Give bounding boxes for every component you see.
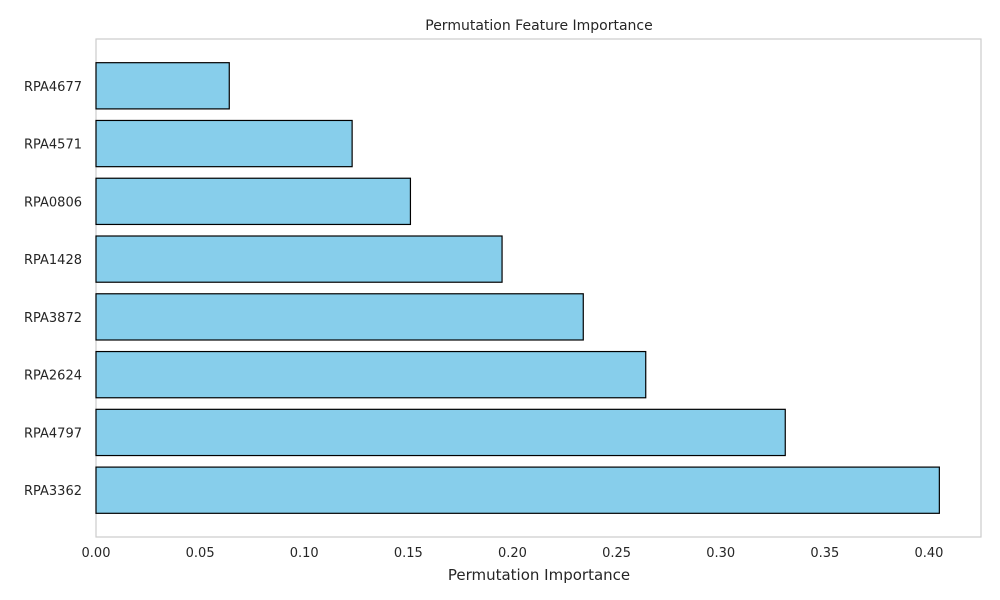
chart-title: Permutation Feature Importance [425, 18, 653, 34]
y-tick-label: RPA3362 [24, 484, 82, 499]
axes-frame [95, 38, 982, 538]
x-tick-label: 0.20 [498, 546, 527, 561]
y-tick-label: RPA0806 [24, 195, 82, 210]
bar-rpa4797 [95, 408, 786, 457]
y-tick-label: RPA4797 [24, 426, 82, 441]
bar-rpa0806 [95, 177, 412, 226]
x-tick-label: 0.40 [914, 546, 943, 561]
x-tick-label: 0.00 [82, 546, 111, 561]
bar-rpa1428 [95, 235, 503, 283]
bar-rpa4677 [95, 62, 230, 110]
bar-rpa4571 [95, 119, 353, 168]
y-tick-label: RPA2624 [24, 369, 82, 384]
bar-rpa3362 [95, 466, 940, 514]
x-tick-label: 0.30 [706, 546, 735, 561]
x-tick-label: 0.05 [186, 546, 215, 561]
x-tick-label: 0.15 [394, 546, 423, 561]
x-axis-label: Permutation Importance [448, 566, 630, 584]
bar-rpa3872 [95, 293, 584, 341]
y-tick-label: RPA3872 [24, 311, 82, 326]
x-tick-label: 0.10 [290, 546, 319, 561]
y-tick-labels: RPA4677 RPA4571 RPA0806 RPA1428 RPA3872 RPA26… [24, 80, 82, 499]
y-tick-label: RPA1428 [24, 253, 82, 268]
x-tick-label: 0.25 [602, 546, 631, 561]
bar-rpa2624 [95, 350, 647, 399]
x-tick-labels: 0.00 0.05 0.10 0.15 0.20 0.25 0.30 0.35 0.40 [82, 546, 944, 561]
x-tick-label: 0.35 [810, 546, 839, 561]
y-tick-label: RPA4677 [24, 80, 82, 95]
bars-layer [95, 62, 940, 514]
y-tick-label: RPA4571 [24, 138, 82, 153]
